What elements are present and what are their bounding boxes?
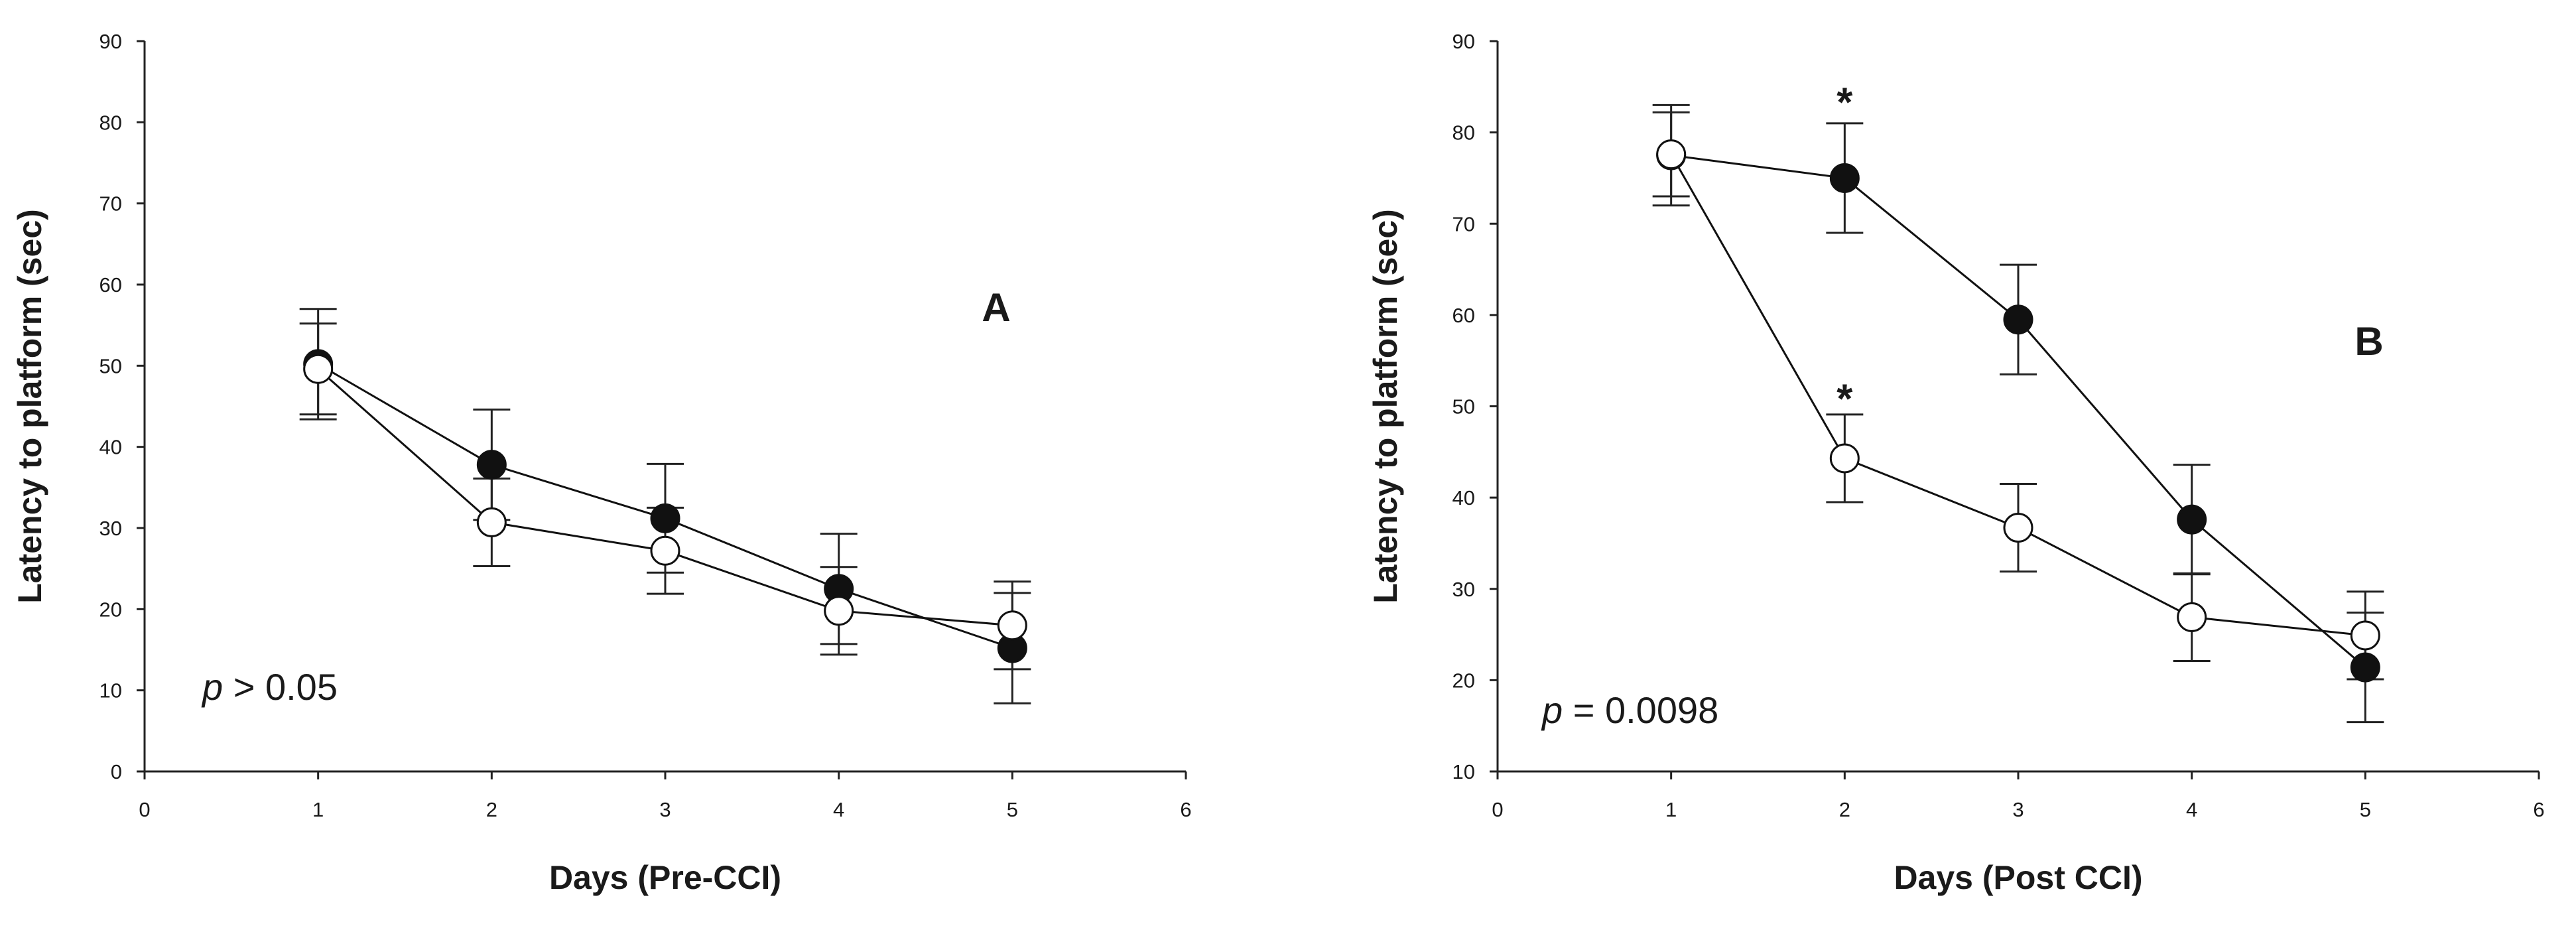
p-value-annotation: p > 0.05	[201, 666, 338, 708]
data-point-open	[1829, 443, 1860, 474]
x-tick-label: 5	[1007, 798, 1018, 821]
significance-star: *	[1836, 377, 1853, 423]
x-tick-label: 3	[2012, 798, 2024, 821]
data-point-open	[824, 596, 854, 626]
p-value-text: = 0.0098	[1563, 689, 1718, 731]
y-tick-label: 30	[99, 517, 122, 540]
data-point-open	[2350, 620, 2380, 651]
y-tick-label: 40	[1452, 486, 1475, 509]
x-tick-label: 2	[486, 798, 497, 821]
y-tick-label: 40	[99, 436, 122, 459]
y-tick-label: 70	[99, 192, 122, 216]
x-tick-label: 6	[2533, 798, 2544, 821]
data-point-open	[650, 535, 680, 566]
data-point-open	[2177, 602, 2207, 632]
data-point-filled	[1829, 163, 1860, 193]
y-tick-label: 10	[99, 679, 122, 702]
y-tick-label: 90	[99, 30, 122, 53]
chart-panel-a: 0 10 20 30 40 50 60 70 80 90 0 1 2 3 4 5 6 Days (Pre-CCI)…	[11, 30, 1192, 896]
chart-panel-b: 10 20 30 40 50 60 70 80 90 0 1 2 3 4 5 6 Days (Post CCI)…	[1367, 30, 2545, 896]
y-tick-label: 80	[1452, 121, 1475, 145]
data-point-filled	[650, 503, 680, 533]
y-axis-title: Latency to platform (sec)	[11, 209, 48, 604]
y-tick-label: 20	[1452, 669, 1475, 692]
panel-letter: A	[982, 285, 1010, 330]
p-symbol: p	[201, 666, 223, 708]
x-tick-label: 5	[2360, 798, 2371, 821]
y-tick-label: 60	[1452, 304, 1475, 327]
x-tick-label: 3	[659, 798, 671, 821]
data-point-filled	[476, 450, 507, 480]
x-tick-label: 0	[1492, 798, 1503, 821]
y-tick-label: 50	[1452, 395, 1475, 419]
data-point-filled	[2350, 652, 2380, 683]
x-tick-label: 4	[833, 798, 844, 821]
x-tick-label: 6	[1180, 798, 1191, 821]
p-symbol: p	[1541, 689, 1563, 731]
y-tick-label: 30	[1452, 578, 1475, 601]
y-axis-title: Latency to platform (sec)	[1367, 209, 1404, 604]
data-point-open	[303, 354, 334, 384]
data-point-open	[1656, 139, 1687, 170]
x-tick-label: 4	[2186, 798, 2197, 821]
data-point-open	[2003, 513, 2033, 543]
series-line-filled-circle	[1671, 154, 2366, 669]
panel-letter: B	[2354, 319, 2383, 364]
data-point-open	[997, 610, 1027, 641]
x-axis-title: Days (Post CCI)	[1894, 859, 2142, 896]
y-tick-label: 20	[99, 598, 122, 621]
data-point-filled	[2177, 504, 2207, 535]
y-tick-label: 90	[1452, 30, 1475, 53]
x-axis-title: Days (Pre-CCI)	[549, 859, 781, 896]
data-point-filled	[2003, 304, 2033, 335]
x-tick-label: 2	[1839, 798, 1850, 821]
p-value-text: > 0.05	[223, 666, 338, 708]
y-tick-label: 60	[99, 273, 122, 297]
p-value-annotation: p = 0.0098	[1541, 689, 1718, 731]
y-tick-label: 0	[111, 760, 122, 783]
significance-star: *	[1836, 80, 1853, 125]
y-tick-label: 50	[99, 354, 122, 377]
y-tick-label: 10	[1452, 760, 1475, 783]
data-point-open	[476, 507, 507, 537]
x-tick-label: 0	[139, 798, 150, 821]
x-tick-label: 1	[1665, 798, 1677, 821]
x-tick-label: 1	[312, 798, 324, 821]
y-tick-label: 70	[1452, 212, 1475, 235]
y-tick-label: 80	[99, 111, 122, 134]
